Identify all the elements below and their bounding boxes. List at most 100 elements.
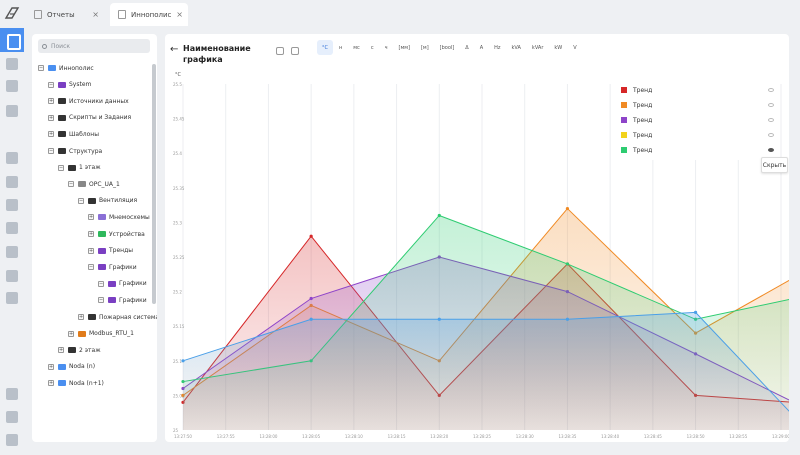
legend-item[interactable]: Тренд (621, 129, 652, 141)
unit-button[interactable]: ч (384, 44, 388, 51)
unit-button[interactable]: kVA (511, 44, 521, 51)
unit-button[interactable]: [bool] (439, 44, 455, 51)
tree-node-label: Источники данных (69, 97, 129, 105)
tab-innopolis[interactable]: Иннополис × (110, 3, 188, 26)
info-icon[interactable] (6, 434, 18, 446)
search-icon (42, 43, 47, 49)
folder-icon (98, 214, 106, 221)
tree-node-label: Устройства (109, 230, 145, 238)
tree-node[interactable]: − 1 этаж (58, 162, 101, 174)
tab-reports[interactable]: Отчеты × (26, 3, 104, 26)
tree-node[interactable]: − System (48, 79, 91, 91)
tree-node[interactable]: + Noda (n) (48, 361, 95, 373)
tree-node[interactable]: + Noda (n+1) (48, 377, 104, 389)
collapse-icon[interactable]: − (58, 164, 64, 171)
server-icon[interactable] (6, 292, 18, 304)
device-icon[interactable] (6, 199, 18, 211)
unit-button[interactable]: kW (554, 44, 563, 51)
chat-icon[interactable] (6, 411, 18, 423)
expand-icon[interactable]: + (48, 131, 54, 138)
expand-icon[interactable]: + (68, 330, 74, 337)
document-icon[interactable] (6, 58, 18, 70)
tree-node[interactable]: − Графики (98, 294, 147, 306)
eye-icon[interactable] (768, 88, 774, 92)
y-tick-label: 25.2 (173, 290, 182, 295)
battery-icon[interactable] (6, 270, 18, 282)
tree-node[interactable]: + Шаблоны (48, 128, 99, 140)
gauge-icon[interactable] (6, 246, 18, 258)
edit-icon[interactable] (276, 47, 284, 55)
unit-button[interactable]: [мм] (398, 44, 410, 51)
eye-icon[interactable] (768, 133, 774, 137)
eye-icon[interactable] (768, 118, 774, 122)
tree-node[interactable]: + Источники данных (48, 95, 129, 107)
unit-button[interactable]: V (573, 44, 577, 51)
unit-button[interactable]: с (370, 44, 374, 51)
tree-node[interactable]: + Тренды (88, 245, 133, 257)
legend-item[interactable]: Тренд (621, 144, 652, 156)
tree-node[interactable]: + Устройства (88, 228, 145, 240)
expand-icon[interactable]: + (88, 214, 94, 221)
collapse-icon[interactable]: − (98, 280, 104, 287)
delete-icon[interactable] (291, 47, 299, 55)
report-icon[interactable] (6, 80, 18, 92)
tree-node[interactable]: − Структура (48, 145, 102, 157)
unit-button[interactable]: Hz (494, 44, 501, 51)
legend-item[interactable]: Тренд (621, 99, 652, 111)
collapse-icon[interactable]: − (48, 148, 54, 154)
tree-node[interactable]: − OPC_UA_1 (68, 178, 120, 190)
expand-icon[interactable]: + (48, 98, 54, 105)
unit-button[interactable]: А (479, 44, 484, 51)
back-arrow-icon[interactable]: ← (170, 44, 179, 55)
file-icon[interactable] (6, 105, 18, 117)
tree-node[interactable]: + Скрипты и Задания (48, 112, 131, 124)
eye-icon[interactable] (768, 148, 774, 152)
tree-node[interactable]: − Графики (88, 261, 137, 273)
unit-button[interactable]: Δ (465, 44, 469, 51)
data-point (437, 317, 441, 321)
grid-icon[interactable] (6, 152, 18, 164)
tree-scrollbar[interactable] (152, 64, 156, 304)
close-icon[interactable]: × (176, 10, 183, 19)
structure-icon[interactable] (0, 28, 24, 52)
collapse-icon[interactable]: − (68, 181, 74, 188)
tree-node-label: Noda (n+1) (69, 379, 104, 387)
search-input[interactable]: Поиск (38, 39, 150, 53)
tree-node[interactable]: + Мнемосхемы (88, 211, 150, 223)
tree-node[interactable]: − Иннополис (38, 62, 94, 74)
expand-icon[interactable]: + (58, 347, 64, 354)
expand-icon[interactable]: + (48, 380, 54, 387)
x-tick-label: 13:29:00 (772, 434, 789, 439)
collapse-icon[interactable]: − (98, 297, 104, 304)
expand-icon[interactable]: + (88, 231, 94, 237)
tree-node[interactable]: + Modbus_RTU_1 (68, 328, 134, 340)
unit-button[interactable]: мс (353, 44, 360, 51)
user-icon[interactable] (6, 388, 18, 400)
unit-button[interactable]: kVAr (531, 44, 544, 51)
expand-icon[interactable]: + (48, 363, 54, 370)
eye-icon[interactable] (768, 103, 774, 107)
expand-icon[interactable]: + (88, 247, 94, 254)
unit-button[interactable]: н (339, 44, 343, 51)
y-axis-label: °C (175, 72, 182, 78)
folder-icon (58, 114, 66, 121)
collapse-icon[interactable]: − (78, 197, 84, 204)
collapse-icon[interactable]: − (48, 81, 54, 88)
legend-item[interactable]: Тренд (621, 114, 652, 126)
expand-icon[interactable]: + (78, 314, 84, 320)
unit-button[interactable]: °C (317, 40, 333, 55)
tree-node[interactable]: − Графики (32, 277, 157, 290)
archive-icon[interactable] (6, 176, 18, 188)
close-icon[interactable]: × (92, 10, 99, 19)
drop-icon[interactable] (6, 222, 18, 234)
collapse-icon[interactable]: − (38, 65, 44, 71)
tree-node[interactable]: + Пожарная система (78, 311, 157, 323)
legend-item[interactable]: Тренд (621, 84, 652, 96)
tree-node[interactable]: +2 этаж (58, 344, 101, 356)
y-tick-label: 25.3 (173, 220, 182, 225)
tree-node[interactable]: − Вентиляция (78, 195, 137, 207)
expand-icon[interactable]: + (48, 114, 54, 121)
tree-node-label: Шаблоны (69, 130, 99, 138)
unit-button[interactable]: [м] (420, 44, 429, 51)
collapse-icon[interactable]: − (88, 264, 94, 271)
